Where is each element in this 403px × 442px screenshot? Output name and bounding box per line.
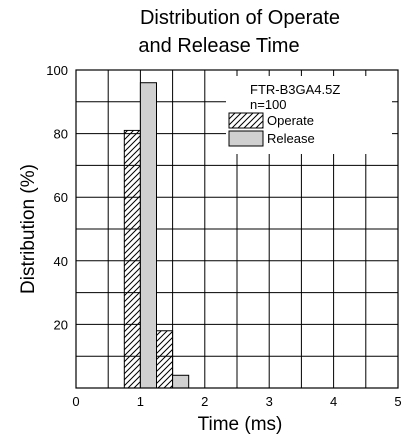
- x-tick-label: 5: [394, 394, 401, 409]
- x-tick-label: 0: [72, 394, 79, 409]
- bar-operate: [156, 330, 174, 389]
- legend-operate-label: Operate: [267, 113, 314, 128]
- tick-labels: 0 1 2 3 4 5 20 40 60 80 100: [46, 63, 401, 409]
- y-tick-label: 100: [46, 63, 68, 78]
- y-tick-label: 40: [54, 254, 68, 269]
- legend-operate-swatch: [228, 112, 264, 129]
- x-tick-label: 2: [201, 394, 208, 409]
- y-tick-label: 60: [54, 190, 68, 205]
- bar-operate: [123, 129, 141, 389]
- bars: [123, 82, 190, 389]
- x-axis-label: Time (ms): [198, 414, 283, 435]
- legend-release-label: Release: [267, 131, 315, 146]
- x-tick-label: 1: [137, 394, 144, 409]
- legend-release-swatch: [228, 130, 264, 147]
- bar-release: [172, 374, 190, 389]
- legend-model-name: FTR-B3GA4.5Z: [250, 82, 340, 97]
- legend: FTR-B3GA4.5Z n=100 Operate Release: [226, 76, 392, 154]
- chart-title-line-1: Distribution of Operate: [140, 7, 340, 29]
- y-tick-label: 80: [54, 127, 68, 142]
- y-axis-label: Distribution (%): [18, 164, 39, 294]
- x-tick-label: 4: [330, 394, 337, 409]
- chart-title-line-2: and Release Time: [138, 35, 299, 57]
- legend-sample-size: n=100: [250, 97, 287, 112]
- bar-release: [139, 82, 157, 389]
- y-tick-label: 20: [54, 317, 68, 332]
- plot-frame: [75, 69, 399, 389]
- x-tick-label: 3: [266, 394, 273, 409]
